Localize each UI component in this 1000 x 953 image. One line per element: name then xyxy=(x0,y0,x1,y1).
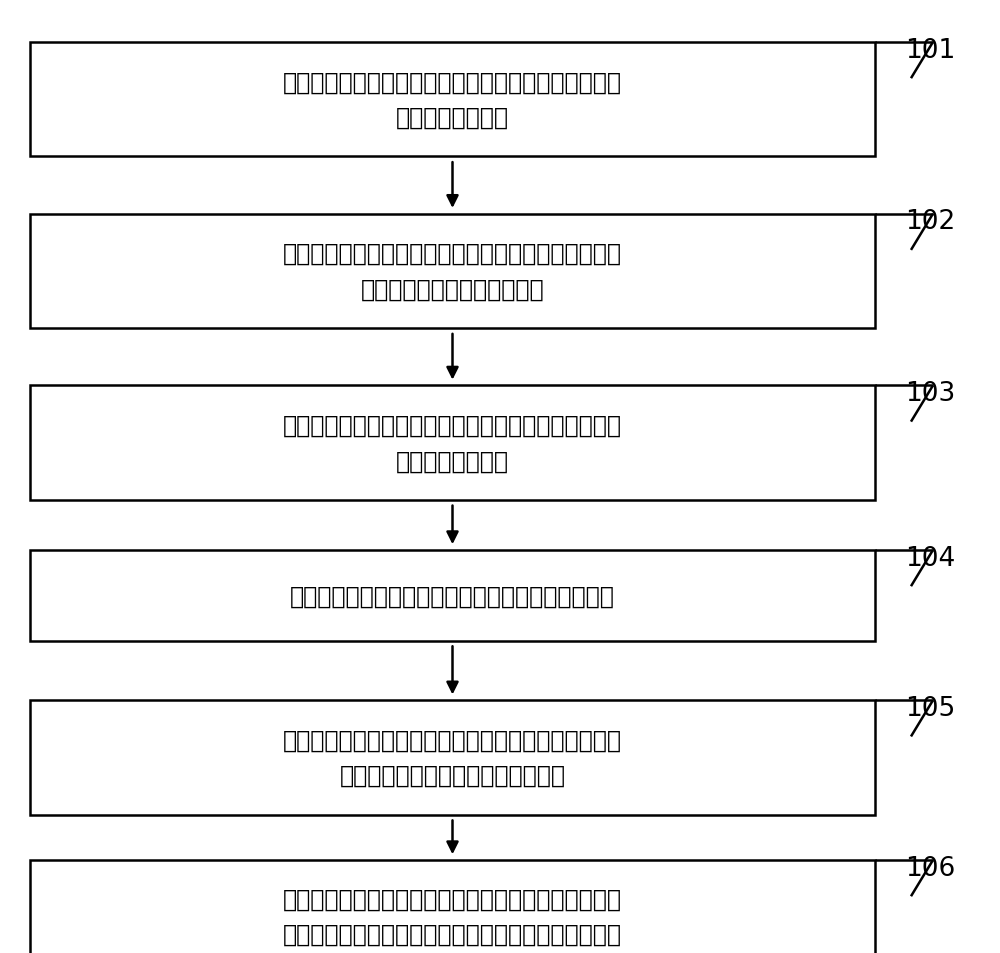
Text: 103: 103 xyxy=(905,380,955,407)
Text: 106: 106 xyxy=(905,855,955,881)
Bar xyxy=(30,386,875,500)
Text: 按照预设的报障类型与电流骤降状态的对应关系，将电
流骤降状态与报障消息的类型相匹配的候选故障台区确
定为故障台区: 按照预设的报障类型与电流骤降状态的对应关系，将电 流骤降状态与报障消息的类型相匹… xyxy=(283,886,622,953)
Bar xyxy=(30,860,875,953)
Text: 响应于报障消息的生成，提取报障消息中的报障时间信
息与报障地址信息: 响应于报障消息的生成，提取报障消息中的报障时间信 息与报障地址信息 xyxy=(283,71,622,130)
Text: 基于电流数据，结合预设的电流骤降判断条件，确定各
个候选故障台区的电流骤降状态信息: 基于电流数据，结合预设的电流骤降判断条件，确定各 个候选故障台区的电流骤降状态信… xyxy=(283,728,622,787)
Text: 基于报障地址经纬度，结合各个台区的位置信息，确定
多个候选故障台区: 基于报障地址经纬度，结合各个台区的位置信息，确定 多个候选故障台区 xyxy=(283,414,622,473)
Text: 获取各个候选故障台区在第一时间区间内的电流数据: 获取各个候选故障台区在第一时间区间内的电流数据 xyxy=(290,583,615,608)
Bar xyxy=(30,214,875,329)
Text: 104: 104 xyxy=(905,545,955,571)
Bar xyxy=(30,551,875,640)
Text: 101: 101 xyxy=(905,37,955,64)
Bar xyxy=(30,43,875,157)
Text: 105: 105 xyxy=(905,695,955,721)
Text: 基于报障地址信息，通过经纬度转换方式，得到报障地
址信息对应的报障地址经纬度: 基于报障地址信息，通过经纬度转换方式，得到报障地 址信息对应的报障地址经纬度 xyxy=(283,242,622,301)
Bar xyxy=(30,700,875,815)
Text: 102: 102 xyxy=(905,209,955,235)
